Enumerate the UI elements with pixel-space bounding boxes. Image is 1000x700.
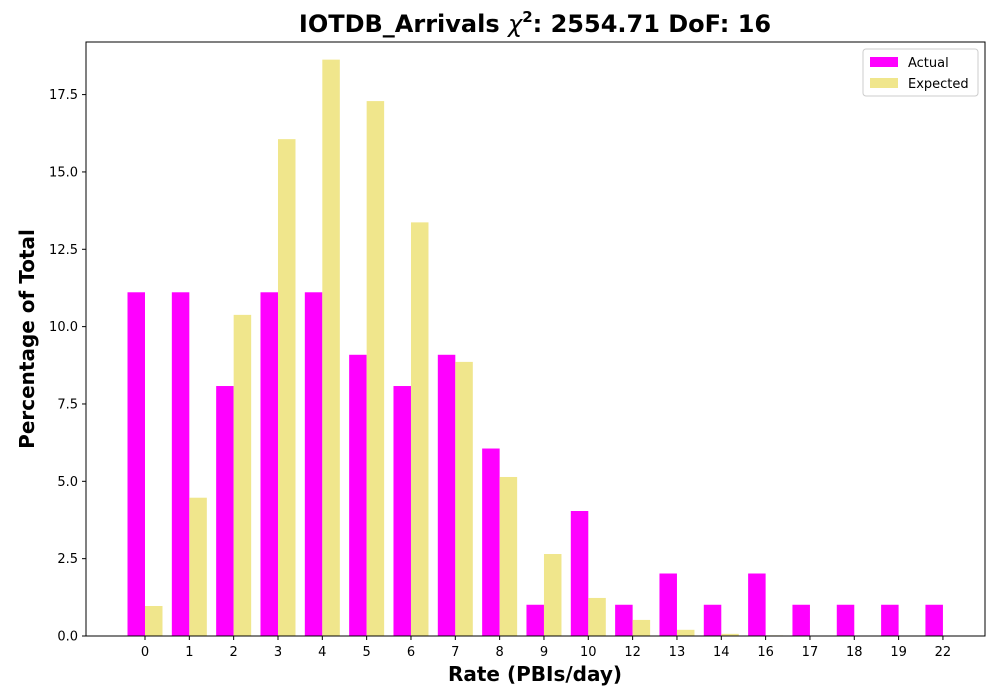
y-tick-label-0: 0.0 [57, 630, 78, 645]
bar-actual-6 [393, 386, 411, 636]
x-tick-label-5: 5 [363, 645, 371, 660]
y-tick-label-4: 10.0 [49, 320, 78, 335]
bar-actual-2 [216, 386, 234, 636]
legend-label-actual: Actual [908, 56, 949, 71]
bar-actual-19 [881, 604, 899, 636]
bar-expected-4 [322, 59, 340, 636]
bar-actual-0 [127, 292, 145, 636]
bar-actual-22 [925, 604, 943, 636]
bar-actual-14 [703, 604, 722, 636]
x-tick-label-0: 0 [141, 645, 149, 660]
bar-expected-10 [588, 597, 606, 636]
bar-actual-8 [482, 448, 500, 636]
legend: Actual Expected [862, 48, 979, 97]
bar-expected-14 [721, 633, 739, 636]
y-tick-label-7: 17.5 [49, 88, 78, 103]
bar-expected-9 [543, 554, 562, 636]
bar-expected-7 [455, 361, 473, 636]
bar-expected-6 [410, 222, 429, 636]
bar-expected-0 [145, 605, 163, 636]
plot-area: 0 1 2 3 4 5 6 7 8 9 10 12 13 14 16 17 18 19 220.02.55.07.5… [49, 41, 986, 660]
x-tick-label-19: 19 [890, 645, 907, 660]
bar-expected-3 [277, 139, 296, 637]
bar-expected-8 [499, 476, 518, 636]
y-tick-label-6: 15.0 [49, 165, 78, 180]
bar-actual-18 [836, 604, 855, 636]
chart-title: IOTDB_Arrivals χ2: 2554.71 DoF: 16 [299, 8, 771, 38]
x-tick-label-1: 1 [185, 645, 193, 660]
x-tick-label-10: 10 [580, 645, 597, 660]
x-tick-label-22: 22 [935, 645, 952, 660]
y-tick-label-1: 2.5 [57, 552, 78, 567]
y-tick-label-3: 7.5 [57, 397, 78, 412]
x-axis-label: Rate (PBIs/day) [448, 662, 622, 686]
x-tick-label-4: 4 [318, 645, 326, 660]
legend-swatch-expected [870, 78, 898, 88]
bar-actual-7 [437, 354, 456, 636]
x-tick-label-12: 12 [624, 645, 641, 660]
legend-swatch-actual [870, 57, 898, 67]
bar-expected-13 [676, 629, 695, 636]
bar-actual-9 [526, 604, 544, 636]
x-tick-label-8: 8 [495, 645, 503, 660]
bar-expected-5 [366, 101, 385, 636]
x-tick-label-2: 2 [230, 645, 238, 660]
bar-actual-3 [260, 292, 278, 636]
y-tick-label-2: 5.0 [57, 475, 78, 490]
bar-expected-1 [189, 497, 207, 636]
bar-actual-16 [748, 573, 766, 636]
axes-frame [85, 41, 986, 637]
bar-actual-4 [304, 292, 323, 636]
x-tick-label-9: 9 [540, 645, 548, 660]
x-tick-label-7: 7 [451, 645, 459, 660]
legend-label-expected: Expected [908, 77, 969, 92]
y-tick-label-5: 12.5 [49, 243, 78, 258]
bar-expected-2 [233, 314, 252, 636]
bar-actual-10 [570, 511, 589, 636]
x-tick-label-14: 14 [713, 645, 730, 660]
bar-actual-17 [792, 604, 810, 636]
x-tick-label-17: 17 [802, 645, 819, 660]
bar-actual-13 [659, 573, 677, 636]
x-tick-label-18: 18 [846, 645, 863, 660]
x-tick-label-3: 3 [274, 645, 282, 660]
bar-actual-12 [615, 604, 633, 636]
bar-actual-5 [349, 354, 367, 636]
x-tick-label-16: 16 [757, 645, 774, 660]
x-tick-label-13: 13 [669, 645, 686, 660]
bar-actual-1 [171, 292, 190, 636]
bar-expected-12 [632, 619, 651, 636]
x-tick-label-6: 6 [407, 645, 415, 660]
y-axis-label: Percentage of Total [15, 229, 39, 449]
